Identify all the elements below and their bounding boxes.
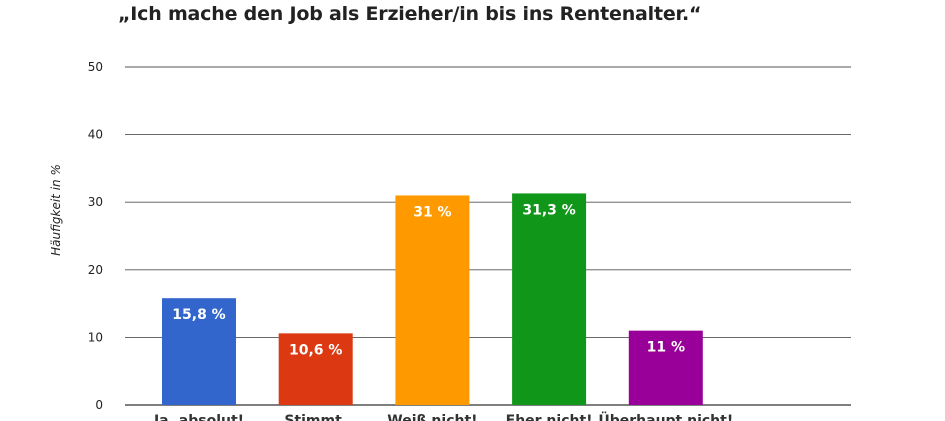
bar <box>395 195 470 405</box>
bar <box>512 193 587 405</box>
data-label: 11 % <box>647 340 685 356</box>
data-label: 31,3 % <box>522 202 575 218</box>
y-tick-label: 50 <box>88 60 103 74</box>
x-tick-label: Ja, absolut! <box>153 413 244 421</box>
x-tick-label: Überhaupt nicht! <box>598 411 733 421</box>
value-labels: 15,8 % 10,6 % 31 % 31,3 % 11 % <box>172 202 685 358</box>
bar <box>278 333 353 405</box>
y-tick-label: 10 <box>88 330 103 344</box>
data-label: 31 % <box>413 204 451 220</box>
bars <box>162 193 703 405</box>
x-axis-categories: Ja, absolut! Stimmt. Weiß nicht! Eher nicht… <box>153 411 733 421</box>
y-axis-label: Häufigkeit in % <box>49 164 63 256</box>
x-tick-label: Stimmt. <box>284 413 347 421</box>
y-tick-label: 30 <box>88 195 103 209</box>
y-tick-label: 40 <box>88 128 103 142</box>
x-tick-label: Eher nicht! <box>506 413 593 421</box>
y-tick-label: 0 <box>95 398 103 412</box>
bar <box>628 330 703 405</box>
data-label: 15,8 % <box>172 307 225 323</box>
y-tick-label: 20 <box>88 263 103 277</box>
bar <box>162 298 236 405</box>
y-axis-ticks: 0 10 20 30 40 50 <box>88 60 103 412</box>
chart-title: „Ich mache den Job als Erzieher/in bis i… <box>118 3 702 25</box>
x-tick-label: Weiß nicht! <box>387 413 477 421</box>
data-label: 10,6 % <box>289 342 342 358</box>
gridlines <box>125 66 851 406</box>
